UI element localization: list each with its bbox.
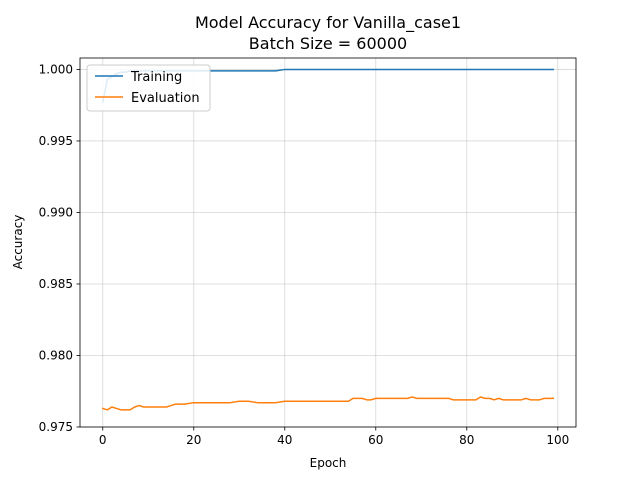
grid-lines bbox=[80, 58, 576, 428]
x-tick-label: 20 bbox=[186, 433, 201, 447]
y-tick-label: 1.000 bbox=[39, 62, 73, 76]
legend-training-label: Training bbox=[130, 70, 182, 85]
x-axis: 0 20 40 60 80 100 bbox=[99, 427, 569, 447]
y-tick-label: 0.990 bbox=[39, 205, 73, 219]
y-tick-label: 0.995 bbox=[39, 134, 73, 148]
x-tick-label: 100 bbox=[546, 433, 569, 447]
chart-title: Model Accuracy for Vanilla_case1 bbox=[195, 13, 461, 33]
x-axis-label: Epoch bbox=[310, 456, 347, 470]
data-series bbox=[101, 68, 554, 411]
chart-subtitle: Batch Size = 60000 bbox=[249, 34, 407, 53]
y-tick-label: 0.980 bbox=[39, 348, 73, 362]
y-axis-label: Accuracy bbox=[11, 215, 25, 270]
x-tick-label: 60 bbox=[368, 433, 383, 447]
x-tick-label: 80 bbox=[459, 433, 474, 447]
y-tick-label: 0.975 bbox=[39, 420, 73, 434]
x-tick-label: 0 bbox=[99, 433, 107, 447]
y-tick-label: 0.985 bbox=[39, 277, 73, 291]
plot-frame bbox=[79, 57, 577, 428]
legend-evaluation-label: Evaluation bbox=[131, 91, 200, 106]
y-axis: 0.975 0.980 0.985 0.990 0.995 1.000 bbox=[39, 62, 80, 434]
x-tick-label: 40 bbox=[277, 433, 292, 447]
legend: Training Evaluation bbox=[86, 64, 211, 112]
evaluation-line bbox=[101, 396, 554, 411]
